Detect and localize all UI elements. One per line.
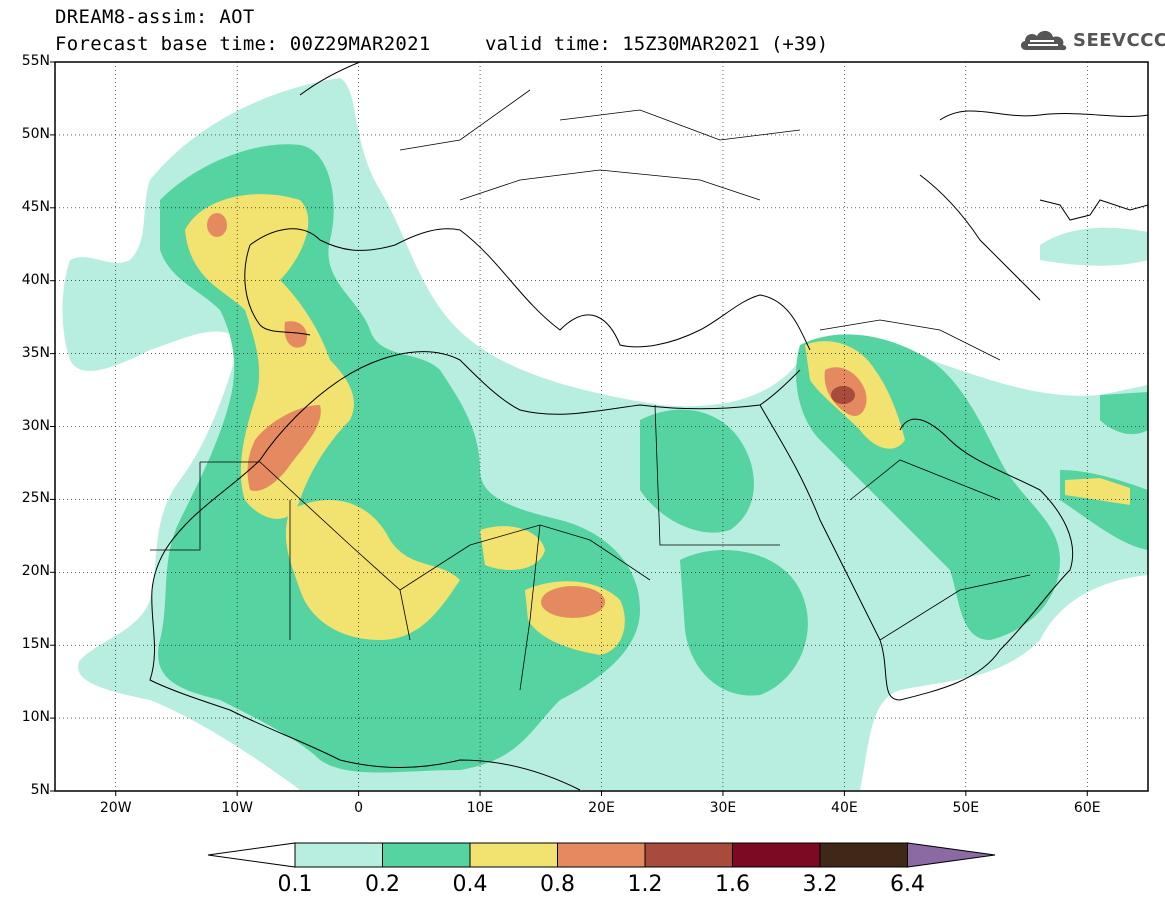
logo-text: SEEVCCC [1073,29,1165,51]
colorbar-segment [557,842,646,868]
colorbar-label: 3.2 [802,872,838,897]
colorbar-label: 6.4 [890,872,925,897]
colorbar-label: 0.8 [540,872,575,897]
graticule [55,62,1148,791]
axis-ticks [50,61,1088,796]
lon-label: 30E [709,800,737,816]
colorbar-segment [294,842,383,868]
colorbar-segment [382,842,471,868]
colorbar-label: 1.2 [627,872,663,897]
lat-label: 35N [21,344,50,361]
colorbar-segment [732,842,821,868]
coastlines [149,62,1148,791]
colorbar-over-triangle [907,842,996,868]
aot-level-1.2 [831,386,855,404]
colorbar-segment [469,842,558,868]
colorbar-under-triangle [207,842,296,868]
lat-label: 45N [21,198,50,215]
lat-label: 20N [21,563,50,580]
lon-label: 20E [588,800,615,816]
forecast-base-time: Forecast base time: 00Z29MAR2021 [55,33,431,55]
lat-label: 50N [21,125,50,142]
lon-label: 20W [99,800,132,816]
lon-label: 0 [354,800,364,816]
lat-label: 40N [21,271,50,288]
lat-label: 55N [21,53,50,69]
valid-time: valid time: 15Z30MAR2021 (+39) [485,33,829,55]
colorbar-label: 0.2 [365,872,400,897]
colorbar-segment [819,842,908,868]
lon-label: 10W [221,800,253,816]
lon-label: 50E [952,800,980,816]
seevccc-logo: SEEVCCC [1018,26,1165,54]
lat-label: 10N [21,709,50,726]
colorbar-label: 1.6 [715,872,750,897]
lat-label: 15N [21,636,50,653]
colorbar-segment [644,842,733,868]
lat-label: 30N [21,417,50,434]
cloud-icon [1020,30,1067,51]
lon-label: 10E [466,800,494,816]
lat-label: 25N [21,490,50,507]
lat-label: 5N [30,782,50,798]
colorbar-label: 0.1 [277,872,313,897]
lon-label: 60E [1073,800,1101,816]
lon-label: 40E [831,800,858,816]
colorbar [207,842,996,868]
colorbar-label: 0.4 [452,872,488,897]
map-title: DREAM8-assim: AOT [55,6,255,28]
